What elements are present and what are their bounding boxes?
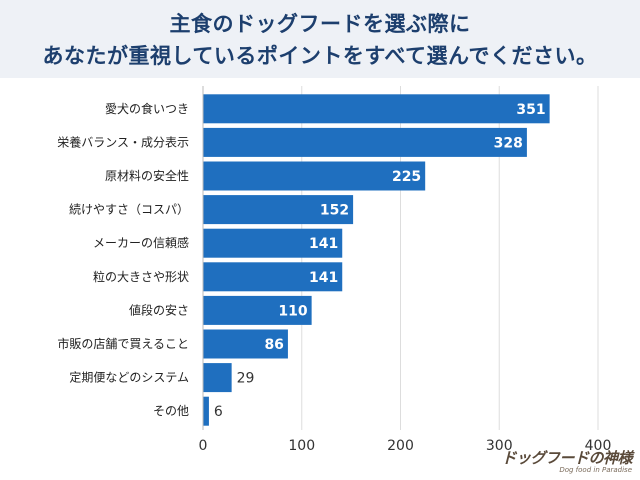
category-label: 粒の大きさや形状 [93,269,189,284]
x-tick-label: 400 [585,438,612,454]
watermark-logo-text: ドッグフードの神様 [501,449,632,467]
bar-value-label: 225 [392,169,421,185]
chart-title-line-2: あなたが重視しているポイントをすべて選んでください。 [42,44,598,68]
bar-value-label: 328 [494,135,523,151]
category-label: 市販の店舗で買えること [57,336,189,351]
bar [203,262,343,292]
category-label: 定期便などのシステム [69,370,189,385]
bar [203,228,343,258]
bar-value-label: 152 [320,203,349,219]
category-label: 続けやすさ（コスパ） [69,203,189,217]
bar-value-label: 86 [264,337,283,353]
category-label: その他 [153,404,189,418]
bar-value-label: 110 [278,303,307,319]
bar-chart: 愛犬の食いつき 351 栄養バランス・成分表示 328 原材料の安全性 225 続けやすさ（… [57,86,612,454]
bar-value-label: 29 [237,371,255,387]
category-label: 原材料の安全性 [105,168,189,183]
bar [203,161,426,191]
bar [203,195,354,225]
x-tick-label: 200 [387,438,414,454]
bar-value-label: 6 [214,404,223,420]
bar [203,295,312,325]
bar [203,127,527,157]
x-tick-label: 100 [288,438,315,454]
bar [203,396,209,426]
watermark-subtitle: Dog food in Paradise [559,466,632,474]
chart-title-line-1: 主食のドッグフードを選ぶ際に [169,12,471,36]
bar [203,94,550,124]
title-band: 主食のドッグフードを選ぶ際に あなたが重視しているポイントをすべて選んでください… [0,0,640,78]
bar [203,329,288,359]
category-label: 愛犬の食いつき [105,101,189,116]
category-label: メーカーの信頼感 [93,235,189,250]
x-tick-label: 0 [199,438,208,454]
x-tick-label: 300 [486,438,513,454]
category-label: 値段の安さ [129,302,189,317]
bar [203,363,232,393]
bar-value-label: 351 [516,102,545,118]
bar-value-label: 141 [309,270,338,286]
brand-watermark: ドッグフードの神様 Dog food in Paradise [501,447,632,474]
category-label: 栄養バランス・成分表示 [57,134,189,149]
bar-value-label: 141 [309,236,338,252]
